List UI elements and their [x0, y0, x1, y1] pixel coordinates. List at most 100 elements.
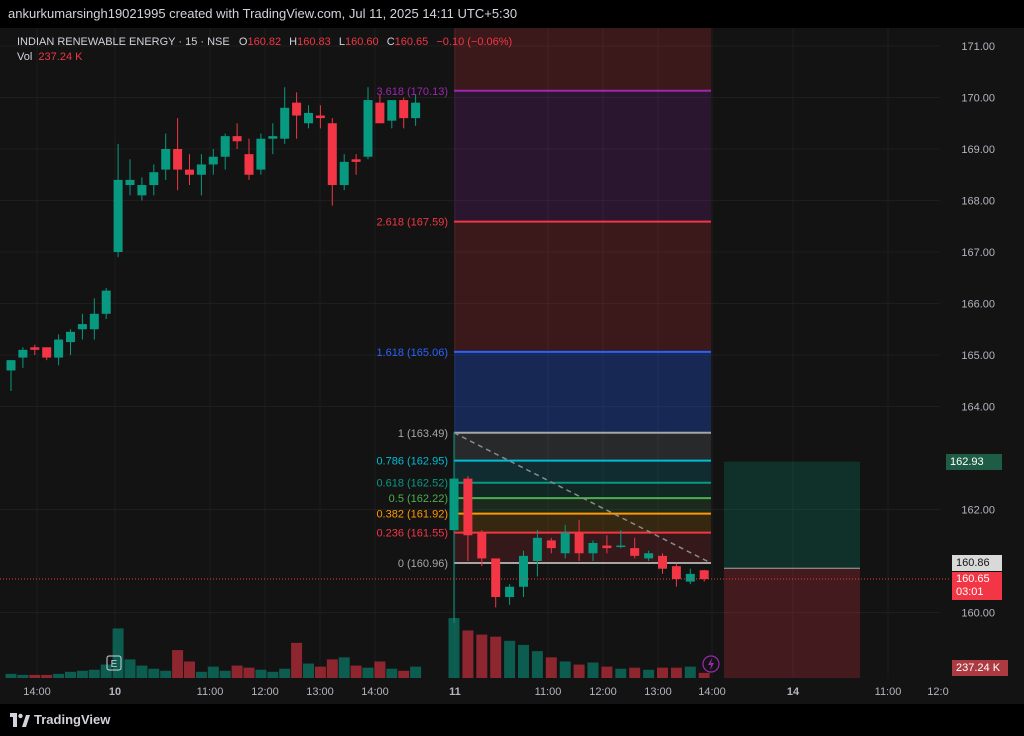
candle-body [375, 102, 385, 124]
volume-bar [643, 669, 655, 678]
volume-bar [41, 674, 53, 678]
fib-trend-line [453, 432, 712, 564]
time-axis-tick: 14:00 [698, 686, 726, 698]
volume-bar [291, 642, 303, 678]
attribution-header: ankurkumarsingh19021995 created with Tra… [0, 0, 1024, 28]
volume-bar [601, 666, 613, 678]
tradingview-logo[interactable]: TradingView [10, 712, 110, 727]
time-axis-tick: 11:00 [535, 686, 562, 698]
candle-body [89, 313, 99, 330]
footer-bar: TradingView [0, 704, 1024, 736]
volume-bar [136, 665, 148, 678]
lightning-icon [708, 658, 714, 670]
low-label: L [338, 36, 345, 48]
volume-bar [219, 670, 231, 678]
volume-bar [17, 674, 29, 678]
candle-body [232, 136, 242, 142]
candle-body [411, 102, 421, 119]
candle-body [630, 548, 640, 556]
price-axis-tick: 165.00 [961, 350, 995, 362]
volume-bar [65, 671, 76, 678]
change-value: −0.10 (−0.06%) [436, 36, 513, 48]
volume-bar [504, 640, 516, 678]
candle-body [546, 540, 556, 549]
time-axis-tick: 11:00 [875, 686, 902, 698]
candle-body [268, 136, 278, 139]
time-axis-tick: 13:00 [306, 686, 334, 698]
candle-body [560, 532, 570, 554]
candle-body [256, 138, 266, 170]
close-value: 160.65 [394, 36, 429, 48]
fib-level-label: 0 (160.96) [398, 558, 448, 570]
candle-body [399, 100, 409, 119]
symbol-name[interactable]: INDIAN RENEWABLE ENERGY · 15 · NSE [17, 36, 230, 48]
candle-body [280, 107, 290, 139]
volume-value: 237.24 K [38, 51, 83, 63]
candle-body [588, 542, 598, 554]
candle-body [137, 185, 147, 196]
candle-body [185, 169, 194, 175]
volume-bar [195, 671, 207, 678]
fib-level-label: 0.786 (162.95) [376, 456, 448, 468]
fib-level-label: 1.618 (165.06) [376, 347, 448, 359]
volume-bar [350, 665, 362, 678]
candle-body [220, 136, 230, 157]
volume-bar [629, 667, 641, 678]
time-axis-tick: 14:00 [23, 686, 51, 698]
volume-bar [243, 667, 255, 678]
volume-bar [410, 666, 422, 678]
volume-bar [490, 636, 502, 678]
volume-bar [255, 669, 267, 678]
candle-body [477, 532, 487, 559]
volume-bar [338, 657, 350, 678]
price-chart[interactable]: 3.618 (170.13) 2.618 (167.59) 1.618 (165.0… [0, 28, 1024, 704]
candle-body [161, 149, 171, 170]
candle-body [491, 558, 501, 598]
time-axis-tick: 11:00 [197, 686, 224, 698]
candle-body [602, 545, 612, 549]
candle-body [699, 570, 709, 580]
volume-bar [29, 674, 41, 678]
candle-body [327, 123, 337, 186]
lightning-icon-ring [702, 655, 720, 673]
fib-level-label: 0.236 (161.55) [376, 528, 448, 540]
price-axis-tick: 162.00 [961, 505, 995, 517]
time-axis-tick: 11 [449, 686, 461, 698]
volume-bar [559, 661, 571, 678]
candle-body [658, 555, 667, 569]
close-label: C [386, 36, 395, 48]
volume-bar [587, 662, 599, 678]
volume-tag: 237.24 K [952, 660, 1008, 676]
candle-body [463, 478, 473, 536]
volume-bar [148, 668, 160, 678]
candle-body [387, 100, 397, 121]
fib-zone [454, 432, 711, 461]
volume-bar [362, 667, 374, 678]
earnings-marker: E [111, 659, 118, 670]
time-axis-tick: 10 [109, 686, 121, 698]
brand-name: TradingView [34, 712, 111, 727]
volume-bar [53, 673, 65, 678]
high-value: 160.83 [297, 36, 331, 48]
volume-bar [545, 657, 557, 678]
candle-body [244, 154, 254, 175]
volume-bar [476, 634, 488, 678]
volume-bar [531, 651, 543, 678]
volume-bar [5, 673, 17, 678]
volume-bar [670, 667, 682, 678]
candle-body [685, 573, 695, 582]
fib-zone [454, 498, 711, 514]
candle-body [18, 349, 28, 358]
candle-body [644, 553, 654, 559]
fib-zone [454, 482, 711, 499]
open-value: 160.82 [247, 36, 282, 48]
fib-level-label: 3.618 (170.13) [376, 86, 448, 98]
candle-body [113, 179, 123, 252]
chart-area[interactable]: 3.618 (170.13) 2.618 (167.59) 1.618 (165.0… [0, 28, 1024, 704]
stop-zone [724, 568, 860, 678]
candle-body [42, 347, 52, 358]
volume-bar [112, 628, 124, 678]
volume-bar [184, 661, 195, 678]
target-price-tag: 162.93 [946, 454, 1002, 470]
target-zone [724, 461, 860, 569]
